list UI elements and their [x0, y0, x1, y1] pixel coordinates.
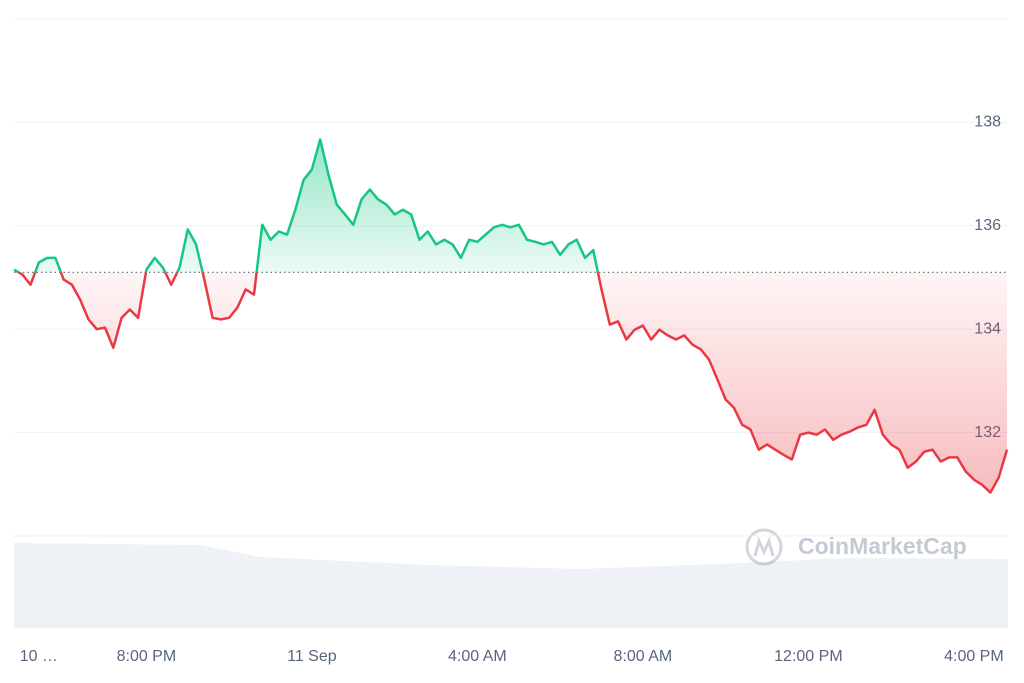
area-down	[14, 272, 1007, 493]
x-tick-label: 12:00 PM	[774, 648, 842, 665]
x-tick-label: 4:00 PM	[944, 648, 1004, 665]
volume-area	[14, 543, 1008, 628]
watermark: CoinMarketCap	[798, 533, 967, 559]
x-tick-label: 8:00 PM	[117, 648, 177, 665]
x-tick-label: 11 Sep	[287, 648, 337, 665]
y-tick-label: 138	[974, 114, 1001, 131]
x-tick-label: 4:00 AM	[448, 648, 507, 665]
price-line-down	[16, 272, 1009, 494]
y-tick-label: 136	[974, 217, 1001, 234]
x-tick-label: 10 …	[20, 648, 58, 665]
watermark-logo	[745, 528, 783, 566]
price-line-up	[13, 138, 600, 273]
x-tick-label: 8:00 AM	[614, 648, 673, 665]
area-up	[14, 139, 598, 273]
